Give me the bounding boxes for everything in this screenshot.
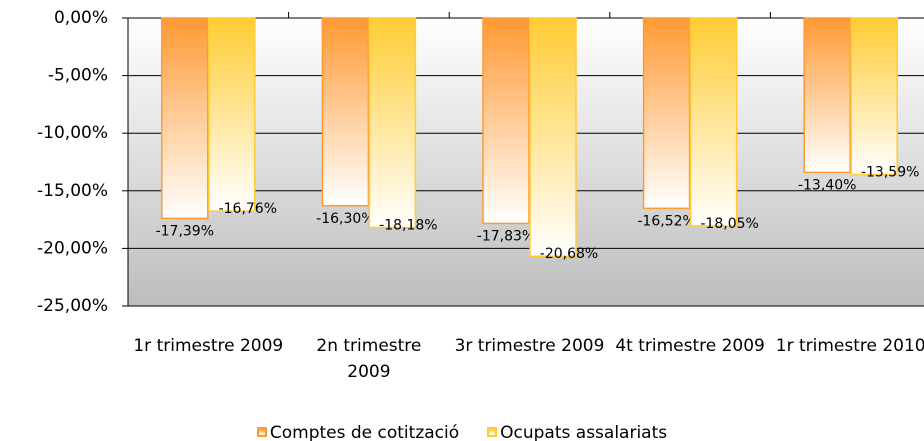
bar (368, 17, 417, 229)
x-tick-label: 3r trimestre 2009 (454, 336, 605, 356)
bar (529, 17, 577, 257)
bar (321, 17, 370, 207)
legend-label: Ocupats assalariats (500, 423, 668, 441)
x-tick-label: 4t trimestre 2009 (615, 336, 765, 356)
value-label: -17,83% (477, 228, 535, 244)
y-tick-label: -5,00% (48, 66, 108, 86)
value-label: -13,40% (798, 177, 856, 193)
legend-item: Ocupats assalariats (487, 423, 667, 441)
y-tick-label: 0,00% (54, 8, 108, 28)
value-label: -20,68% (540, 246, 598, 262)
bar (850, 17, 898, 176)
bar (689, 17, 738, 227)
bar (161, 17, 209, 220)
bar (642, 17, 691, 210)
y-tick-label: -10,00% (37, 123, 108, 143)
x-tick-label: 1r trimestre 2009 (133, 336, 284, 356)
value-label: -18,05% (700, 216, 758, 232)
legend-item: Comptes de cotització (256, 423, 460, 441)
bar (803, 17, 851, 174)
x-tick-label: 2n trimestre 2009 (316, 336, 422, 382)
y-tick-label: -15,00% (37, 181, 108, 201)
legend-label: Comptes de cotització (269, 423, 460, 441)
value-label: -18,18% (379, 217, 437, 233)
value-label: -16,52% (637, 213, 695, 229)
x-tick-label: 1r trimestre 2010 (775, 336, 924, 356)
y-tick-label: -25,00% (37, 296, 108, 316)
bar (208, 17, 256, 212)
value-label: -13,59% (861, 165, 919, 181)
y-tick-label: -20,00% (37, 238, 108, 258)
legend: Comptes de cotització Ocupats assalariats (0, 423, 924, 441)
value-label: -16,30% (316, 211, 374, 227)
value-label: -16,76% (219, 201, 277, 217)
legend-swatch (256, 427, 267, 437)
value-label: -17,39% (156, 223, 214, 239)
legend-swatch (487, 427, 498, 437)
bar (482, 17, 530, 225)
